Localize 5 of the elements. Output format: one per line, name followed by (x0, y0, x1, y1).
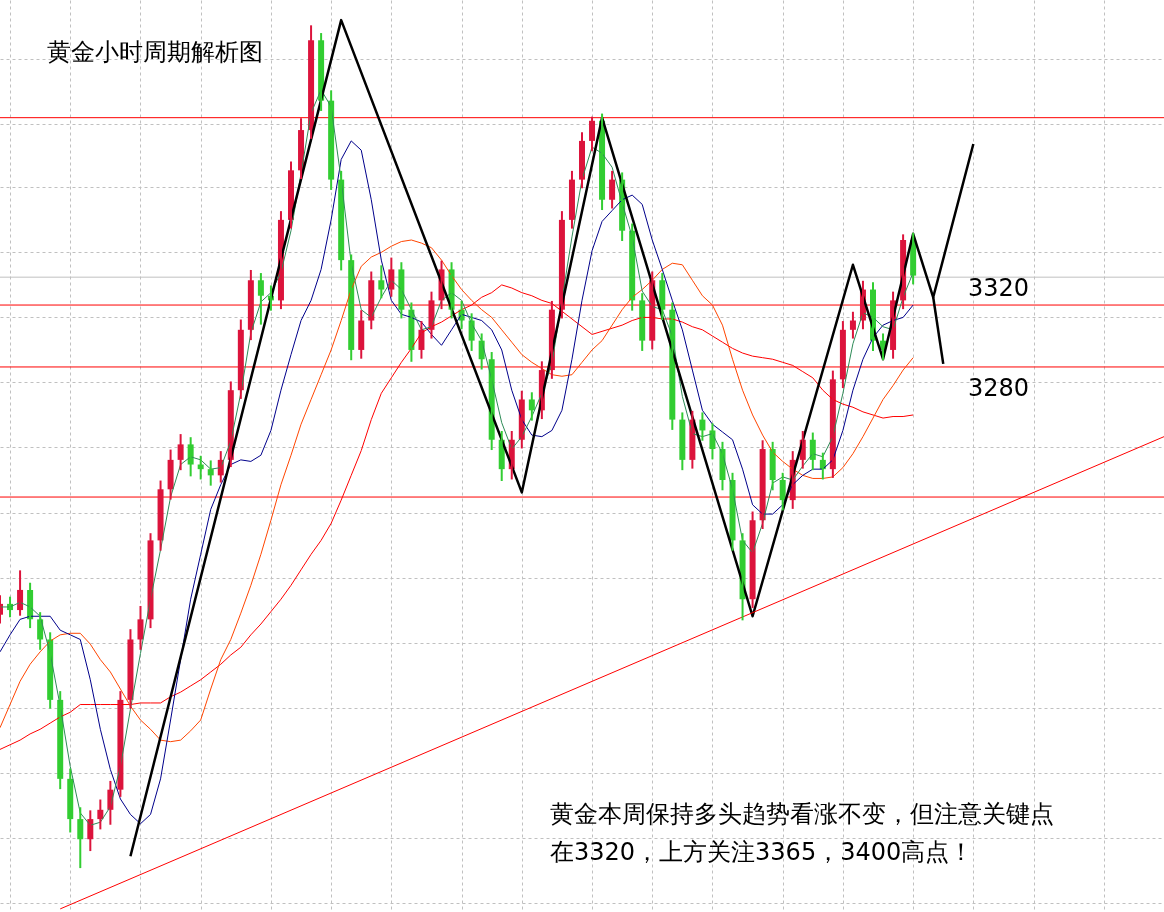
ref-line-label: 3280 (968, 373, 1030, 402)
annotation: 黄金本周保持多头趋势看涨不变，但注意关键点 (550, 800, 1054, 828)
annotation: 在3320，上方关注3365，3400高点！ (550, 838, 974, 866)
ref-line-label: 3320 (968, 274, 1030, 303)
text: 黄金小时周期解析图 (47, 38, 263, 66)
